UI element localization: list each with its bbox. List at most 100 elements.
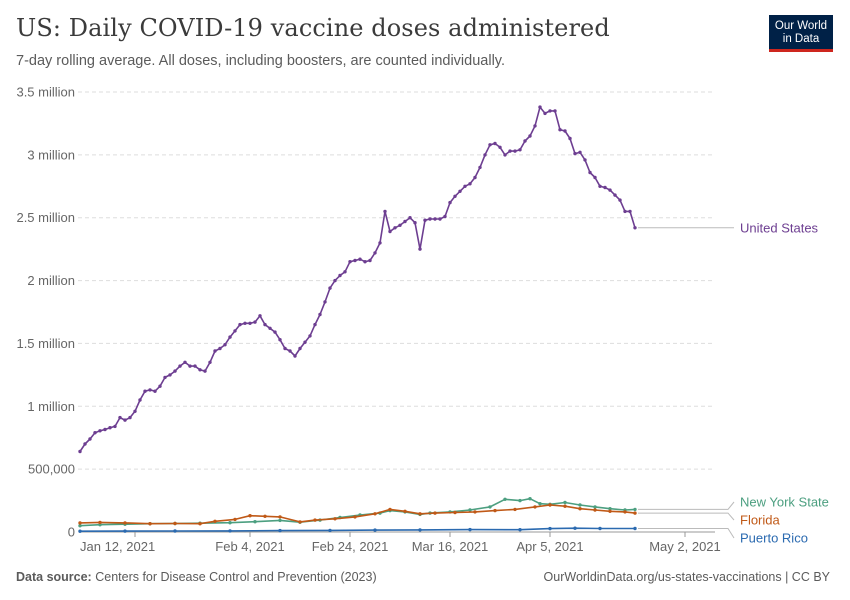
data-point[interactable]: [88, 437, 92, 441]
series-label-new-york-state[interactable]: New York State: [740, 495, 829, 510]
data-point[interactable]: [248, 321, 252, 325]
data-point[interactable]: [418, 528, 422, 532]
data-point[interactable]: [243, 321, 247, 325]
data-point[interactable]: [543, 111, 547, 116]
data-point[interactable]: [198, 522, 202, 526]
data-point[interactable]: [533, 505, 537, 509]
data-point[interactable]: [98, 429, 102, 433]
data-point[interactable]: [548, 503, 552, 507]
data-point[interactable]: [533, 124, 537, 128]
data-point[interactable]: [523, 139, 527, 143]
data-point[interactable]: [453, 194, 457, 198]
data-point[interactable]: [398, 223, 402, 227]
data-point[interactable]: [428, 217, 432, 221]
data-point[interactable]: [368, 258, 372, 263]
data-point[interactable]: [603, 185, 607, 190]
data-point[interactable]: [253, 320, 257, 324]
data-point[interactable]: [213, 519, 217, 523]
series-line-florida[interactable]: [79, 504, 636, 525]
data-point[interactable]: [593, 505, 597, 509]
data-point[interactable]: [448, 200, 452, 205]
data-point[interactable]: [373, 528, 377, 532]
data-point[interactable]: [463, 184, 467, 188]
data-point[interactable]: [208, 360, 212, 364]
data-point[interactable]: [148, 522, 152, 526]
data-point[interactable]: [213, 349, 217, 353]
data-point[interactable]: [418, 512, 422, 516]
data-point[interactable]: [403, 509, 407, 513]
data-point[interactable]: [103, 427, 107, 432]
data-point[interactable]: [123, 521, 127, 525]
data-point[interactable]: [503, 497, 507, 501]
data-point[interactable]: [538, 105, 542, 109]
data-point[interactable]: [293, 354, 297, 358]
data-point[interactable]: [563, 504, 567, 508]
data-point[interactable]: [273, 330, 277, 334]
data-point[interactable]: [278, 515, 282, 519]
data-point[interactable]: [353, 258, 357, 263]
data-point[interactable]: [338, 273, 342, 278]
data-point[interactable]: [588, 170, 592, 175]
data-point[interactable]: [93, 431, 97, 435]
data-point[interactable]: [183, 360, 187, 364]
data-point[interactable]: [78, 449, 82, 454]
data-point[interactable]: [408, 216, 412, 220]
data-point[interactable]: [223, 343, 227, 347]
data-point[interactable]: [508, 149, 512, 153]
data-point[interactable]: [308, 334, 312, 338]
data-point[interactable]: [328, 528, 332, 533]
data-point[interactable]: [433, 511, 437, 515]
data-point[interactable]: [633, 511, 637, 515]
data-point[interactable]: [133, 409, 137, 413]
data-point[interactable]: [253, 520, 257, 524]
owid-logo[interactable]: Our World in Data: [769, 15, 833, 52]
data-point[interactable]: [593, 508, 597, 512]
source-url[interactable]: OurWorldinData.org/us-states-vaccination…: [543, 570, 830, 584]
data-point[interactable]: [548, 526, 552, 531]
data-point[interactable]: [323, 300, 327, 304]
data-point[interactable]: [123, 418, 127, 422]
data-point[interactable]: [468, 508, 472, 512]
data-point[interactable]: [518, 498, 522, 503]
data-point[interactable]: [383, 209, 387, 214]
data-point[interactable]: [518, 528, 522, 532]
data-point[interactable]: [348, 260, 352, 264]
data-point[interactable]: [228, 529, 232, 533]
data-point[interactable]: [568, 136, 572, 141]
data-point[interactable]: [218, 346, 222, 351]
data-point[interactable]: [303, 340, 307, 344]
data-point[interactable]: [488, 505, 492, 509]
data-point[interactable]: [538, 502, 542, 506]
data-point[interactable]: [493, 141, 497, 146]
data-point[interactable]: [633, 526, 637, 531]
data-point[interactable]: [143, 389, 147, 393]
data-point[interactable]: [198, 368, 202, 372]
data-point[interactable]: [503, 153, 507, 157]
data-point[interactable]: [173, 521, 177, 526]
data-point[interactable]: [263, 322, 267, 327]
data-point[interactable]: [458, 189, 462, 193]
data-point[interactable]: [598, 526, 602, 531]
data-point[interactable]: [108, 426, 112, 430]
data-point[interactable]: [128, 415, 132, 420]
data-point[interactable]: [478, 165, 482, 170]
data-point[interactable]: [333, 278, 337, 283]
data-point[interactable]: [468, 182, 472, 186]
data-point[interactable]: [168, 373, 172, 377]
data-point[interactable]: [623, 209, 627, 214]
data-point[interactable]: [608, 507, 612, 511]
data-point[interactable]: [258, 314, 262, 318]
data-point[interactable]: [413, 221, 417, 225]
data-point[interactable]: [388, 229, 392, 234]
data-point[interactable]: [563, 500, 567, 505]
data-point[interactable]: [113, 424, 117, 429]
data-point[interactable]: [318, 312, 322, 317]
data-point[interactable]: [493, 508, 497, 513]
data-point[interactable]: [263, 514, 267, 518]
data-point[interactable]: [233, 517, 237, 522]
data-point[interactable]: [423, 218, 427, 222]
data-point[interactable]: [598, 184, 602, 188]
data-point[interactable]: [513, 149, 517, 153]
data-point[interactable]: [353, 515, 357, 519]
data-point[interactable]: [488, 143, 492, 147]
